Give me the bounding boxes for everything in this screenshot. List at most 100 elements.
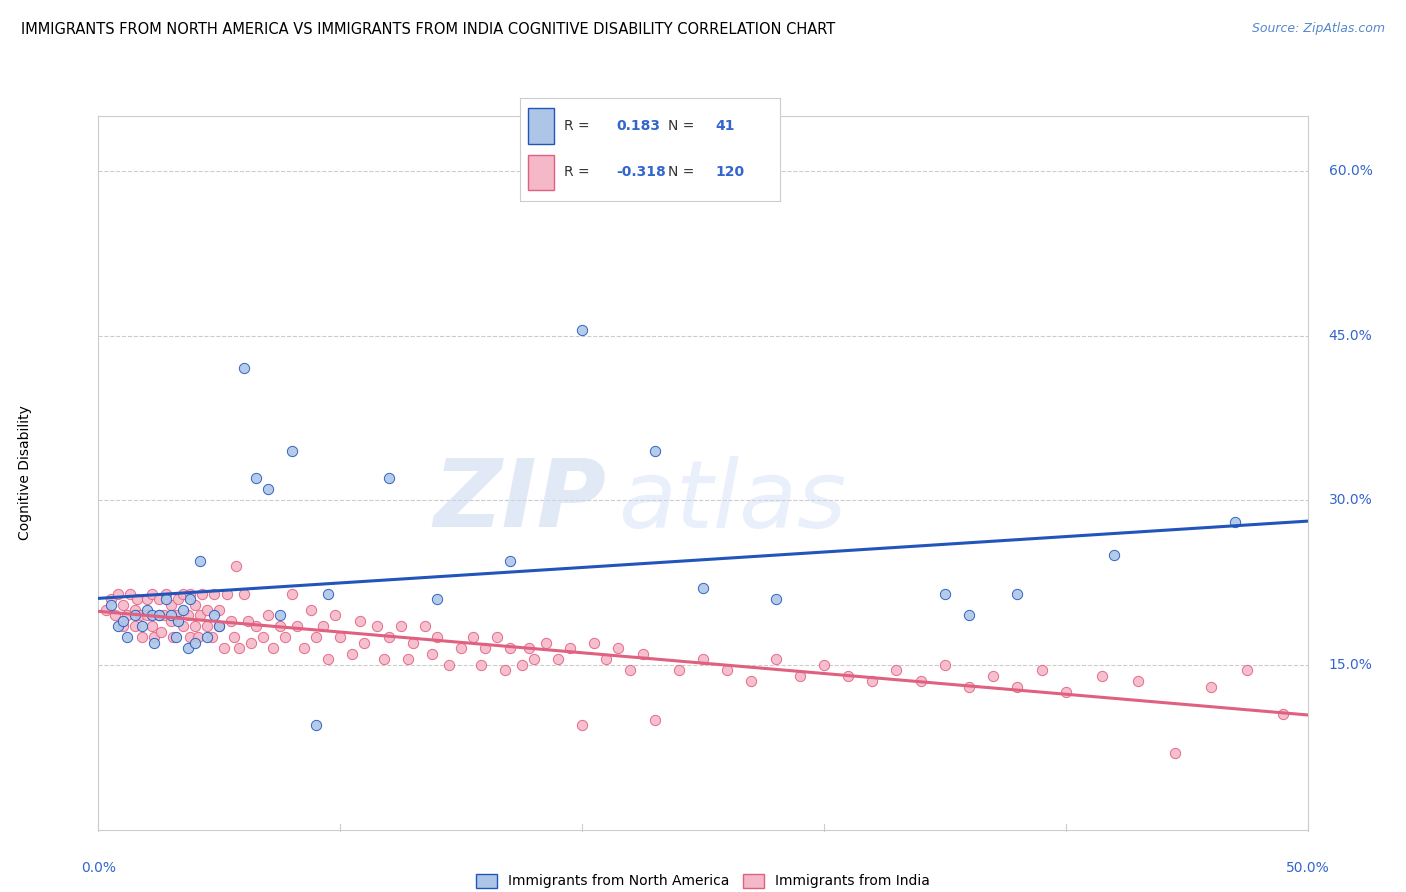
Point xyxy=(1091,669,1114,683)
Point xyxy=(215,586,238,600)
Point xyxy=(312,619,335,633)
Point xyxy=(195,631,218,645)
Point xyxy=(208,619,231,633)
Point xyxy=(571,718,593,732)
Point xyxy=(104,608,127,623)
Point xyxy=(155,592,177,607)
Point xyxy=(143,631,166,645)
Point xyxy=(353,636,375,650)
Point xyxy=(238,614,260,628)
Point xyxy=(534,636,557,650)
Point xyxy=(195,619,218,633)
Point xyxy=(172,603,194,617)
Point xyxy=(273,631,295,645)
Point xyxy=(558,641,581,656)
Text: 50.0%: 50.0% xyxy=(1285,861,1330,875)
Point xyxy=(1102,548,1125,562)
Point xyxy=(571,323,593,337)
Point xyxy=(107,619,129,633)
Point xyxy=(494,664,516,678)
Point xyxy=(184,636,207,650)
Text: 45.0%: 45.0% xyxy=(1329,328,1372,343)
Point xyxy=(1163,746,1185,760)
Point xyxy=(245,471,267,485)
Point xyxy=(195,603,218,617)
Point xyxy=(191,586,214,600)
Point xyxy=(517,641,540,656)
Point xyxy=(100,598,122,612)
Text: -0.318: -0.318 xyxy=(616,166,666,179)
Point xyxy=(373,652,395,666)
Point xyxy=(1272,707,1295,722)
Point xyxy=(155,586,177,600)
Point xyxy=(165,631,187,645)
Point xyxy=(716,664,738,678)
Point xyxy=(111,619,134,633)
Point xyxy=(1031,664,1053,678)
Point xyxy=(225,559,247,574)
Point xyxy=(813,657,835,672)
Text: IMMIGRANTS FROM NORTH AMERICA VS IMMIGRANTS FROM INDIA COGNITIVE DISABILITY CORR: IMMIGRANTS FROM NORTH AMERICA VS IMMIGRA… xyxy=(21,22,835,37)
Text: atlas: atlas xyxy=(619,456,846,547)
Text: 120: 120 xyxy=(716,166,744,179)
Point xyxy=(463,631,485,645)
Point xyxy=(269,619,291,633)
Bar xyxy=(529,154,554,190)
Point xyxy=(179,586,201,600)
Point xyxy=(281,443,304,458)
Point xyxy=(285,619,308,633)
Point xyxy=(128,608,150,623)
Point xyxy=(860,674,883,689)
Point xyxy=(179,592,201,607)
Point xyxy=(228,641,250,656)
Point xyxy=(765,652,787,666)
Point xyxy=(111,598,134,612)
Point xyxy=(740,674,762,689)
Legend: Immigrants from North America, Immigrants from India: Immigrants from North America, Immigrant… xyxy=(471,868,935,892)
Point xyxy=(160,598,183,612)
Point xyxy=(437,657,460,672)
Point xyxy=(262,641,284,656)
Text: Cognitive Disability: Cognitive Disability xyxy=(18,405,32,541)
Point xyxy=(450,641,472,656)
Point xyxy=(934,586,956,600)
Point xyxy=(201,631,224,645)
Point xyxy=(292,641,315,656)
Point xyxy=(111,614,134,628)
Point xyxy=(131,619,153,633)
Point xyxy=(212,641,235,656)
Point xyxy=(692,652,714,666)
Point xyxy=(204,586,226,600)
Point xyxy=(595,652,617,666)
Point xyxy=(127,592,149,607)
Point xyxy=(165,608,187,623)
Point xyxy=(420,647,443,661)
Point xyxy=(486,631,509,645)
Point xyxy=(100,592,122,607)
Point xyxy=(426,631,449,645)
Point xyxy=(188,608,211,623)
Point xyxy=(208,619,231,633)
Point xyxy=(619,664,641,678)
Point xyxy=(644,443,666,458)
Point xyxy=(934,657,956,672)
Point xyxy=(143,636,166,650)
Point xyxy=(172,619,194,633)
Point xyxy=(329,631,352,645)
Point xyxy=(498,641,520,656)
Point xyxy=(148,608,170,623)
Text: 41: 41 xyxy=(716,120,735,133)
Point xyxy=(148,592,170,607)
Point xyxy=(131,631,153,645)
Point xyxy=(1236,664,1258,678)
Point xyxy=(204,608,226,623)
Point xyxy=(184,598,207,612)
Point xyxy=(325,608,347,623)
Text: 0.183: 0.183 xyxy=(616,120,661,133)
Point xyxy=(1007,586,1029,600)
Text: 30.0%: 30.0% xyxy=(1329,493,1372,508)
Point xyxy=(631,647,654,661)
Text: ZIP: ZIP xyxy=(433,455,606,548)
Point xyxy=(668,664,690,678)
Point xyxy=(141,608,163,623)
